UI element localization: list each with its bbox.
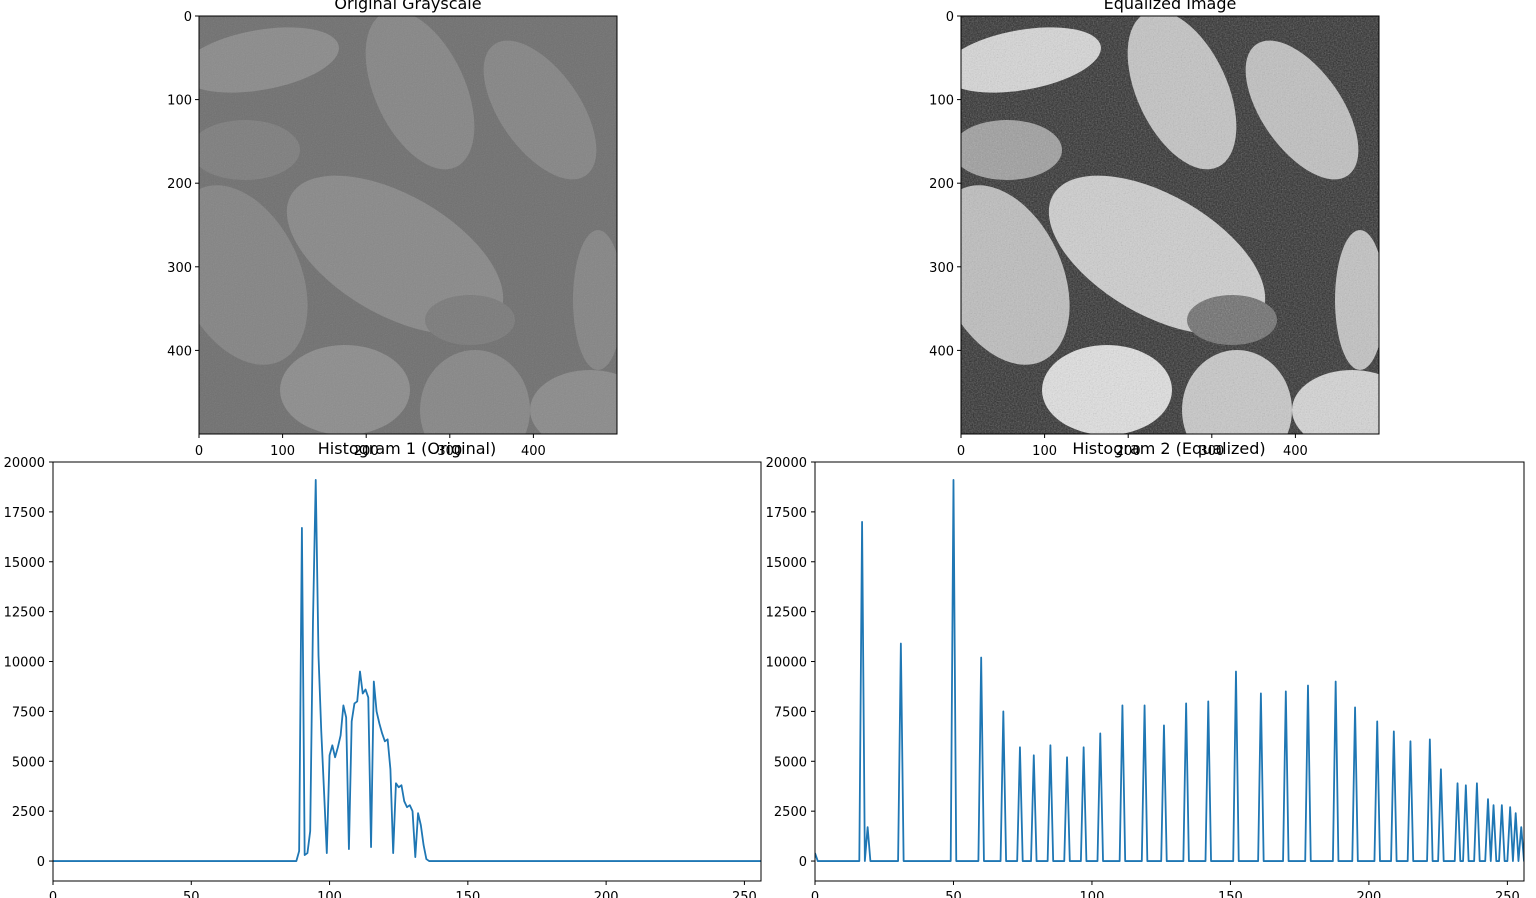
- y-tick-label: 7500: [12, 705, 45, 720]
- panel-title-equalized: Equalized Image: [1104, 0, 1237, 13]
- x-tick-label: 50: [945, 890, 962, 898]
- y-tick-label: 0: [37, 855, 45, 870]
- y-tick-label: 10000: [4, 656, 45, 671]
- y-tick-label: 100: [929, 94, 954, 109]
- x-tick-label: 200: [1116, 444, 1141, 459]
- axis-ticks-original: 0 100 200 300 400 0 100 200 300 400: [167, 10, 546, 459]
- y-tick-label: 20000: [4, 456, 45, 471]
- panel-title-original: Original Grayscale: [334, 0, 481, 13]
- y-tick-label: 200: [929, 177, 954, 192]
- y-tick-label: 0: [184, 10, 192, 25]
- x-tick-label: 0: [195, 444, 203, 459]
- y-tick-label: 17500: [766, 506, 807, 521]
- x-tick-label: 250: [732, 890, 757, 898]
- histogram-original-title: Histogram 1 (Original): [318, 439, 496, 458]
- x-tick-label: 200: [354, 444, 379, 459]
- y-tick-label: 300: [167, 261, 192, 276]
- y-tick-label: 12500: [4, 606, 45, 621]
- x-tick-label: 100: [1032, 444, 1057, 459]
- x-tick-label: 400: [521, 444, 546, 459]
- histogram-original-frame: [52, 461, 762, 882]
- y-tick-label: 5000: [774, 755, 807, 770]
- x-tick-label: 200: [594, 890, 619, 898]
- x-tick-label: 50: [183, 890, 200, 898]
- y-tick-label: 400: [929, 344, 954, 359]
- y-tick-label: 7500: [774, 705, 807, 720]
- y-tick-label: 400: [167, 344, 192, 359]
- equalized-image: [961, 16, 1379, 434]
- histogram-equalized-title: Histogram 2 (Equalized): [1072, 439, 1265, 458]
- image-panel-original: Original Grayscale 0 100 200 300 400 0 100 200 3…: [167, 0, 618, 459]
- histogram-original-panel: 0 50 100 150 200 2500250050007500100001250015…: [4, 439, 762, 898]
- x-tick-label: 150: [1218, 890, 1243, 898]
- y-tick-label: 15000: [766, 556, 807, 571]
- x-tick-label: 100: [317, 890, 342, 898]
- x-tick-label: 150: [455, 890, 480, 898]
- x-tick-label: 0: [811, 890, 819, 898]
- y-tick-label: 100: [167, 94, 192, 109]
- y-tick-label: 200: [167, 177, 192, 192]
- histogram-equalized-line: [815, 479, 1524, 862]
- image-frame: [198, 15, 618, 435]
- x-tick-label: 200: [1356, 890, 1381, 898]
- y-tick-label: 0: [799, 855, 807, 870]
- axis-ticks-equalized: 0 100 200 300 400 0 100 200 300 400: [929, 10, 1308, 459]
- y-tick-label: 10000: [766, 656, 807, 671]
- y-tick-label: 300: [929, 261, 954, 276]
- y-tick-label: 20000: [766, 456, 807, 471]
- y-tick-label: 5000: [12, 755, 45, 770]
- y-tick-label: 17500: [4, 506, 45, 521]
- y-tick-label: 15000: [4, 556, 45, 571]
- image-frame: [960, 15, 1380, 435]
- histogram-equalized-frame: [814, 461, 1525, 882]
- original-grayscale-image: [199, 16, 617, 434]
- x-tick-label: 250: [1495, 890, 1520, 898]
- image-panel-equalized: Equalized Image 0 100 200 300 400 0 100 200 300 4…: [929, 0, 1380, 459]
- x-tick-label: 100: [1080, 890, 1105, 898]
- histogram-equalized-ticks: 0 50 100 150 200 2500250050007500100001250015…: [766, 456, 1520, 898]
- y-tick-label: 12500: [766, 606, 807, 621]
- x-tick-label: 100: [270, 444, 295, 459]
- x-tick-label: 0: [957, 444, 965, 459]
- y-tick-label: 0: [946, 10, 954, 25]
- x-tick-label: 400: [1283, 444, 1308, 459]
- histogram-equalized-panel: 0 50 100 150 200 2500250050007500100001250015…: [766, 439, 1525, 898]
- histogram-original-line: [53, 479, 761, 862]
- histogram-original-ticks: 0 50 100 150 200 2500250050007500100001250015…: [4, 456, 757, 898]
- x-tick-label: 0: [49, 890, 57, 898]
- x-tick-label: 300: [1199, 444, 1224, 459]
- x-tick-label: 300: [437, 444, 462, 459]
- y-tick-label: 2500: [774, 805, 807, 820]
- y-tick-label: 2500: [12, 805, 45, 820]
